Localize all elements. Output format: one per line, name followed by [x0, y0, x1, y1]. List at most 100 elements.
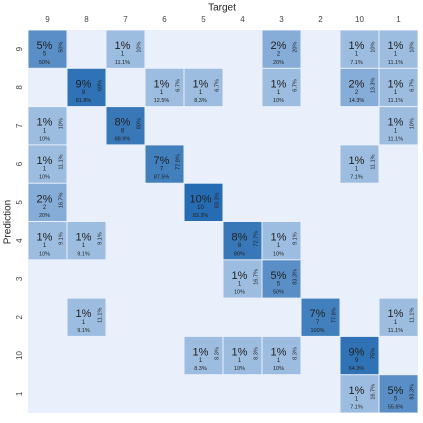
cell [184, 336, 223, 375]
cell-row-pct: 83.3% [409, 384, 415, 400]
cell-count: 1 [82, 243, 86, 249]
cell-percent: 1% [37, 155, 53, 167]
cell-percent: 1% [349, 155, 365, 167]
cell-percent: 5% [37, 40, 53, 52]
cell [262, 222, 301, 260]
cell-count: 1 [199, 358, 203, 364]
cell-row-pct: 16.7% [370, 384, 376, 400]
cell-percent: 8% [115, 117, 131, 129]
cell [28, 145, 67, 183]
y-tick-label: 10 [15, 351, 24, 360]
cell-count: 1 [160, 90, 164, 96]
y-axis-title: Prediction [3, 200, 14, 244]
cell-percent: 1% [154, 78, 170, 90]
cell-col-pct: 8.3% [194, 98, 207, 104]
x-tick-label: 3 [279, 15, 284, 24]
cell-row-pct: 8.3% [292, 347, 298, 360]
cell [379, 30, 418, 68]
cell-row-pct: 9.1% [97, 232, 103, 245]
cell-percent: 7% [310, 308, 326, 320]
cell-col-pct: 64.3% [349, 366, 365, 372]
cell-percent: 1% [271, 232, 287, 244]
cell [67, 298, 106, 336]
cell-percent: 10% [189, 193, 211, 205]
y-tick-label: 8 [15, 85, 24, 90]
cell-percent: 2% [271, 40, 287, 52]
cell-percent: 1% [232, 270, 248, 282]
cell [106, 30, 145, 68]
cell-row-pct: 77.8% [175, 154, 181, 170]
cell-count: 1 [238, 358, 242, 364]
y-tick-label: 7 [15, 123, 24, 128]
cell-row-pct: 6.7% [292, 79, 298, 92]
cell-col-pct: 10% [234, 290, 245, 296]
cell-col-pct: 10% [273, 251, 284, 257]
chart-title: Target [208, 3, 236, 14]
cell-count: 1 [82, 320, 86, 326]
cell-row-pct: 6.7% [175, 79, 181, 92]
cell-row-pct: 83.3% [292, 269, 298, 285]
cell [145, 145, 184, 183]
y-tick-label: 4 [15, 238, 24, 243]
cell-count: 9 [82, 90, 86, 96]
cell-percent: 1% [193, 346, 209, 358]
cell-count: 1 [277, 358, 281, 364]
y-tick-label: 3 [15, 276, 24, 281]
cell [262, 68, 301, 107]
cell-col-pct: 83.3% [193, 213, 209, 219]
cell [28, 107, 67, 145]
cell-row-pct: 83.3% [214, 192, 220, 208]
cell [301, 298, 340, 336]
cell-percent: 1% [271, 346, 287, 358]
x-tick-label: 5 [201, 15, 206, 24]
cell-row-pct: 8.3% [214, 347, 220, 360]
cell-row-pct: 8.3% [253, 347, 259, 360]
cell [262, 30, 301, 68]
cell-col-pct: 7.1% [350, 404, 363, 410]
x-tick-label: 8 [84, 15, 89, 24]
cell-row-pct: 77.8% [331, 307, 337, 323]
cell-col-pct: 9.1% [77, 328, 90, 334]
cell-percent: 8% [232, 232, 248, 244]
cell [340, 336, 379, 375]
cell-count: 1 [394, 320, 398, 326]
cell-percent: 1% [349, 385, 365, 397]
cell-col-pct: 7.1% [350, 175, 363, 181]
cell [340, 68, 379, 107]
cell-count: 5 [277, 282, 281, 288]
cell-col-pct: 88.9% [115, 136, 131, 142]
cell-row-pct: 11.1% [409, 308, 415, 323]
cell-col-pct: 11.1% [388, 136, 403, 142]
y-tick-label: 9 [15, 46, 24, 51]
cell [340, 30, 379, 68]
cell-percent: 2% [37, 193, 53, 205]
cell-col-pct: 81.8% [76, 98, 92, 104]
cell-row-pct: 10% [370, 42, 376, 53]
cell [28, 222, 67, 260]
cell [340, 145, 379, 183]
cell-row-pct: 11.1% [58, 154, 64, 169]
cell-percent: 2% [349, 78, 365, 90]
cell-percent: 1% [76, 232, 92, 244]
y-tick-label: 2 [15, 314, 24, 319]
cell [28, 30, 67, 68]
cell-percent: 5% [271, 270, 287, 282]
cell-col-pct: 20% [273, 60, 284, 66]
cell-col-pct: 50% [273, 290, 284, 296]
cell-col-pct: 50% [39, 60, 50, 66]
cell-col-pct: 8.3% [194, 366, 207, 372]
cell-count: 2 [43, 205, 47, 211]
cell [145, 68, 184, 107]
cell-row-pct: 10% [409, 118, 415, 129]
cell-count: 1 [394, 90, 398, 96]
cell [184, 68, 223, 107]
cell [379, 375, 418, 413]
cell [340, 375, 379, 413]
cell-col-pct: 9.1% [77, 251, 90, 257]
cell-col-pct: 14.3% [349, 98, 365, 104]
cell-count: 1 [121, 52, 125, 58]
cell-count: 1 [355, 396, 359, 402]
cell [28, 183, 67, 221]
cell-row-pct: 11.1% [97, 308, 103, 323]
